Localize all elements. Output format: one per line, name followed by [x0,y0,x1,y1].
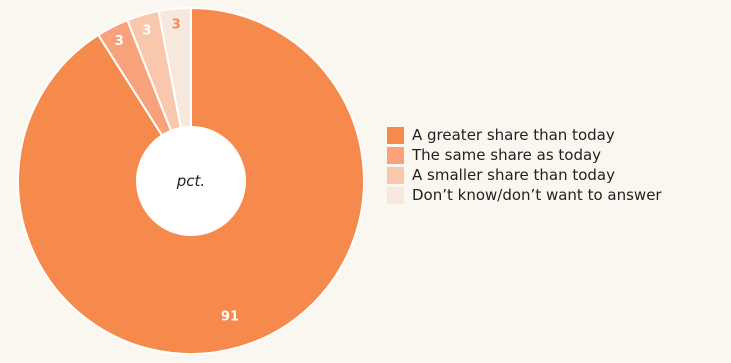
legend-swatch [387,166,404,184]
data-label: 3 [172,18,181,33]
legend-swatch [387,186,404,204]
data-label: 3 [142,23,151,38]
legend-item: Don’t know/don’t want to answer [387,185,662,205]
legend-label: A smaller share than today [412,166,615,184]
pie-center-hole [136,126,246,236]
legend-swatch [387,126,404,144]
data-labels: 91 3 3 3 [115,18,239,325]
data-label: 91 [221,309,239,324]
data-label: 3 [115,34,124,49]
legend-label: A greater share than today [412,126,615,144]
legend-item: A greater share than today [387,125,662,145]
legend-item: A smaller share than today [387,165,662,185]
legend-swatch [387,146,404,164]
legend: A greater share than today The same shar… [387,125,662,205]
pie-center-label: pct. [176,172,205,190]
legend-item: The same share as today [387,145,662,165]
legend-label: Don’t know/don’t want to answer [412,186,662,204]
legend-label: The same share as today [412,146,602,164]
